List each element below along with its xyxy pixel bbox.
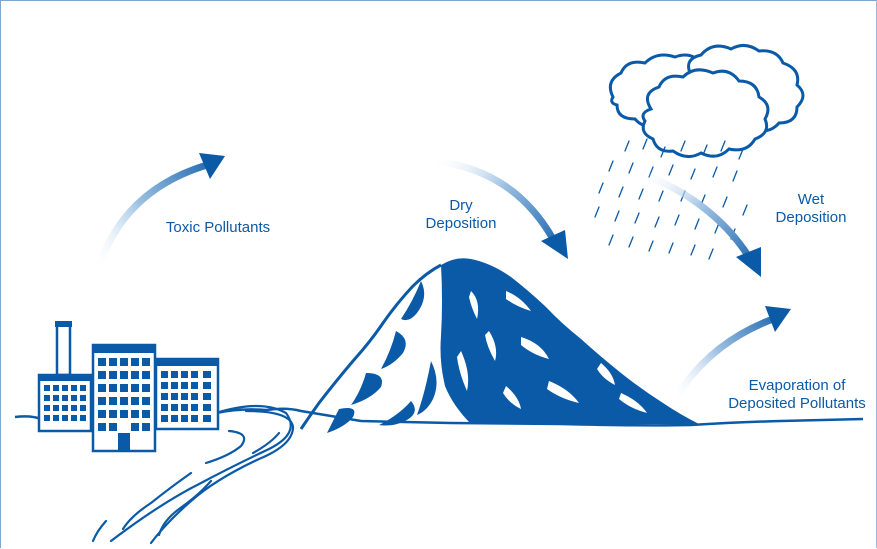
- arrow-wet-deposition: [637, 169, 761, 277]
- label-wet-deposition-line2: Deposition: [775, 209, 847, 226]
- arrow-icon: [199, 153, 225, 179]
- label-dry-deposition-line1: Dry: [449, 197, 473, 214]
- label-evaporation: Evaporation of Deposited Pollutants: [718, 377, 876, 413]
- label-wet-deposition-line1: Wet: [797, 191, 825, 208]
- factory-building-middle: [91, 343, 157, 453]
- label-toxic-pollutants: Toxic Pollutants: [153, 219, 283, 237]
- rain-icon: [594, 138, 748, 260]
- mountain-left-strata: [327, 281, 437, 433]
- label-toxic-pollutants-text: Toxic Pollutants: [165, 219, 271, 236]
- cloud-front: [641, 68, 770, 158]
- label-dry-deposition: Dry Deposition: [406, 197, 516, 233]
- factory-building-right: [154, 357, 220, 431]
- mountain-icon: [299, 258, 699, 433]
- mountain-shaded-face: [440, 258, 699, 424]
- label-evaporation-line1: Evaporation of: [748, 377, 846, 394]
- arrow-icon: [541, 230, 568, 259]
- cloud-icon: [608, 44, 805, 158]
- factory-building-left: [37, 373, 93, 433]
- arrow-toxic-pollutants: [93, 153, 225, 277]
- arrow-evaporation: [671, 306, 791, 403]
- arrow-icon: [765, 306, 791, 332]
- arrow-dry-deposition: [429, 157, 568, 259]
- mountain-outline-left: [299, 263, 442, 430]
- river-icon: [91, 404, 295, 545]
- factory-icon: [37, 321, 220, 453]
- mountain-snow-streaks: [457, 291, 647, 413]
- label-evaporation-line2: Deposited Pollutants: [728, 395, 866, 412]
- smokestack: [55, 321, 72, 377]
- arrow-icon: [736, 247, 761, 277]
- label-wet-deposition: Wet Deposition: [761, 191, 861, 227]
- label-dry-deposition-line2: Deposition: [425, 215, 497, 232]
